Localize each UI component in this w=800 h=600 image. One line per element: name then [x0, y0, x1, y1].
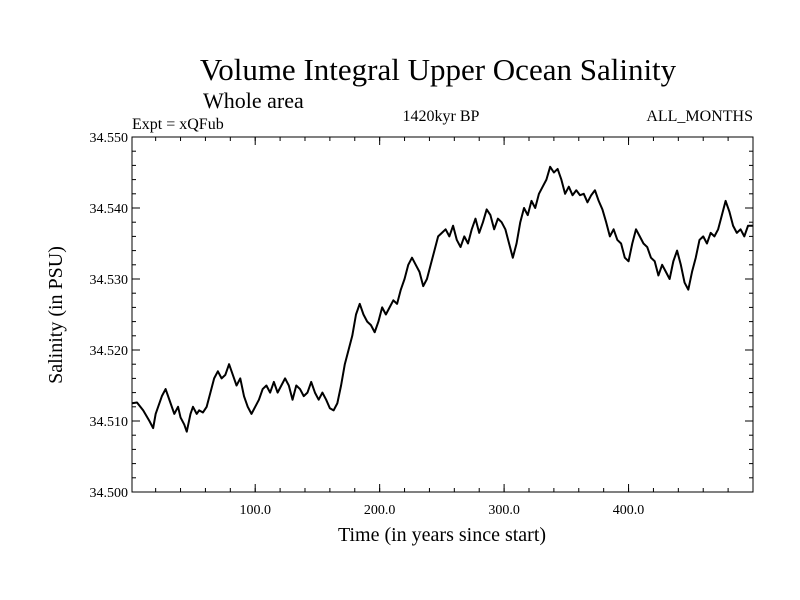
- experiment-label: Expt = xQFub: [132, 116, 224, 133]
- y-tick-label: 34.500: [90, 486, 129, 501]
- period-label: 1420kyr BP: [403, 108, 480, 125]
- salinity-series-line: [131, 165, 753, 433]
- y-tick-label: 34.540: [90, 202, 129, 217]
- y-tick-label: 34.530: [90, 273, 129, 288]
- months-label: ALL_MONTHS: [646, 108, 753, 125]
- x-tick-label: 400.0: [613, 503, 645, 518]
- axis-ticks: [132, 136, 754, 493]
- x-tick-label: 100.0: [239, 503, 271, 518]
- y-tick-label: 34.520: [90, 344, 129, 359]
- x-tick-label: 300.0: [488, 503, 520, 518]
- chart-subtitle: Whole area: [203, 88, 304, 113]
- y-tick-label: 34.550: [90, 131, 129, 146]
- x-tick-label: 200.0: [364, 503, 396, 518]
- y-axis-label: Salinity (in PSU): [45, 246, 67, 384]
- plot-frame: [131, 136, 754, 493]
- axis-tick-labels: 34.500 34.510 34.520 34.530 34.540 34.550 100.…: [90, 131, 645, 518]
- x-axis-label: Time (in years since start): [338, 524, 546, 546]
- y-tick-label: 34.510: [90, 415, 129, 430]
- chart-title: Volume Integral Upper Ocean Salinity: [200, 52, 677, 87]
